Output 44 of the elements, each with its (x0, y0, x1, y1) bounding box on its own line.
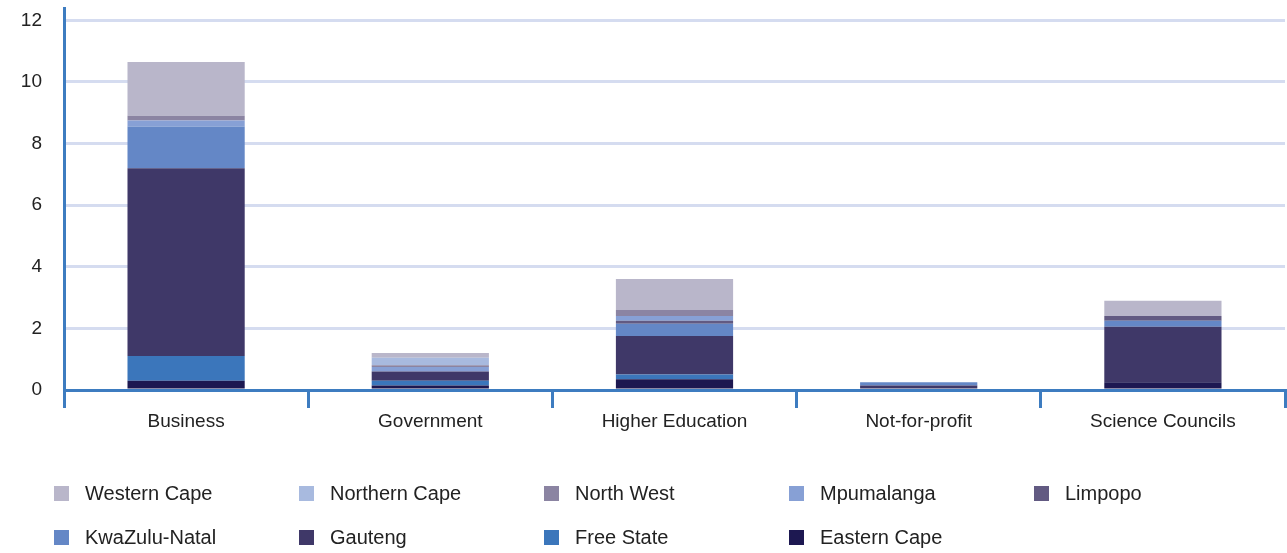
y-tick-label: 0 (31, 378, 42, 400)
bar (1104, 320, 1222, 327)
legend-label: Northern Cape (330, 481, 462, 505)
x-tick-label: Not-for-profit (865, 409, 973, 431)
legend-label: Gauteng (330, 525, 407, 549)
legend-label: KwaZulu-Natal (85, 525, 217, 549)
y-tick-label: 4 (31, 255, 43, 277)
y-tick-label: 2 (31, 316, 42, 338)
bar (371, 371, 489, 381)
bar (371, 385, 489, 389)
bar (1104, 326, 1222, 383)
bar (127, 168, 245, 357)
bar (371, 353, 489, 358)
x-tick-label: Science Councils (1090, 409, 1236, 431)
bar (127, 61, 245, 116)
bar (615, 379, 734, 389)
bar (371, 366, 489, 372)
bar (615, 279, 734, 310)
bar (1104, 382, 1222, 389)
bar (127, 126, 245, 169)
bar (615, 336, 734, 375)
y-tick-label: 6 (31, 193, 42, 215)
bar (615, 320, 734, 324)
legend-label: Western Cape (85, 481, 213, 505)
legend-label: North West (575, 481, 675, 505)
y-tick-label: 12 (20, 8, 42, 30)
bar (127, 356, 245, 381)
y-tick-label: 8 (31, 131, 42, 153)
bar (1104, 316, 1222, 321)
bar (615, 323, 734, 337)
x-tick-label: Higher Education (601, 409, 748, 431)
bar (127, 120, 245, 127)
bar (127, 380, 245, 389)
bar (615, 309, 734, 317)
x-tick-label: Government (378, 409, 484, 431)
legend-label: Eastern Cape (820, 525, 943, 549)
bar (371, 357, 489, 366)
legend-label: Mpumalanga (820, 481, 936, 505)
legend-label: Free State (575, 525, 669, 549)
bar (615, 316, 734, 321)
legend-label: Limpopo (1065, 481, 1142, 505)
y-tick-label: 10 (20, 70, 42, 92)
x-tick-label: Business (147, 409, 225, 431)
bar (1104, 300, 1222, 317)
